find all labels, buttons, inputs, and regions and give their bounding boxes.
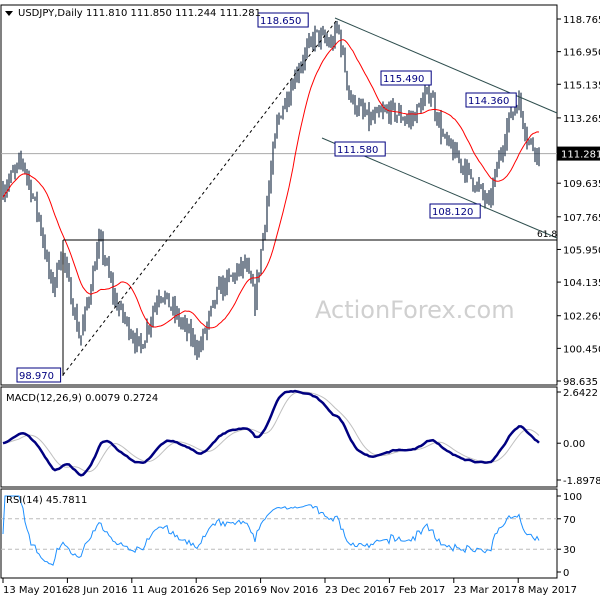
fibonacci-label: 61.8 (537, 230, 557, 240)
macd-main-line (2, 389, 540, 477)
price-tick-label: 116.950 (563, 48, 600, 59)
price-tick-label: 118.765 (563, 15, 600, 26)
price-tick-label: 100.450 (563, 344, 600, 355)
date-tick-label: 28 Jun 2016 (67, 585, 127, 596)
ohlc-values: 111.810 111.850 111.244 111.281 (86, 8, 261, 19)
price-tick-label: 107.765 (563, 213, 600, 224)
macd-tick-label: 0.00 (563, 439, 585, 450)
upper-channel-line (334, 17, 558, 114)
rsi-title: RSI(14) 45.7811 (6, 495, 87, 506)
date-tick-label: 23 Dec 2016 (325, 585, 389, 596)
date-tick-label: 23 Mar 2017 (454, 585, 517, 596)
price-label-box (380, 70, 432, 86)
price-label: 115.490 (383, 74, 424, 85)
price-tick-label: 105.950 (563, 245, 600, 256)
price-label-box (334, 141, 386, 157)
date-tick-label: 13 May 2016 (3, 585, 68, 596)
macd-pane-frame (0, 386, 558, 488)
date-tick-label: 7 Feb 2017 (389, 585, 445, 596)
price-label: 108.120 (432, 207, 473, 218)
price-label-box (429, 203, 481, 219)
macd-signal-line (2, 391, 540, 473)
watermark: ActionForex.com (315, 296, 515, 324)
price-tick-label: 113.265 (563, 114, 600, 125)
price-tick-label: 109.635 (563, 179, 600, 190)
date-tick-label: 9 Nov 2016 (261, 585, 319, 596)
price-label: 111.580 (337, 145, 378, 156)
current-price-label: 111.281 (561, 150, 600, 161)
price-label: 118.650 (260, 16, 301, 27)
price-tick-label: 98.635 (563, 377, 598, 388)
price-label: 98.970 (19, 371, 54, 382)
macd-tick-label: -1.8978 (563, 476, 600, 487)
moving-average-line (2, 39, 540, 329)
price-label: 114.360 (468, 96, 509, 107)
rsi-tick-label: 30 (563, 545, 576, 556)
date-tick-label: 26 Sep 2016 (196, 585, 259, 596)
chart-header: USDJPY,Daily 111.810 111.850 111.244 111… (5, 8, 261, 506)
price-tick-label: 115.135 (563, 80, 600, 91)
macd-title: MACD(12,26,9) 0.0079 0.2724 (6, 393, 158, 404)
price-label-box (257, 12, 309, 28)
rsi-tick-label: 0 (563, 568, 569, 579)
rsi-tick-label: 100 (563, 492, 582, 503)
dropdown-triangle-icon[interactable] (5, 11, 13, 16)
price-tick-label: 102.265 (563, 312, 600, 323)
rsi-tick-label: 70 (563, 515, 576, 526)
rsi-line (2, 495, 540, 566)
price-label-box (16, 367, 62, 383)
price-pane-frame (0, 4, 558, 386)
current-price-box (557, 146, 600, 161)
rsi-pane-frame (0, 488, 558, 579)
date-tick-label: 11 Aug 2016 (132, 585, 196, 596)
price-tick-label: 104.135 (563, 278, 600, 289)
date-tick-label: 8 May 2017 (518, 585, 577, 596)
macd-tick-label: 2.6422 (563, 388, 598, 399)
price-label-box (465, 92, 517, 108)
symbol-label: USDJPY,Daily (18, 8, 83, 19)
dashed-trendline (62, 20, 337, 376)
